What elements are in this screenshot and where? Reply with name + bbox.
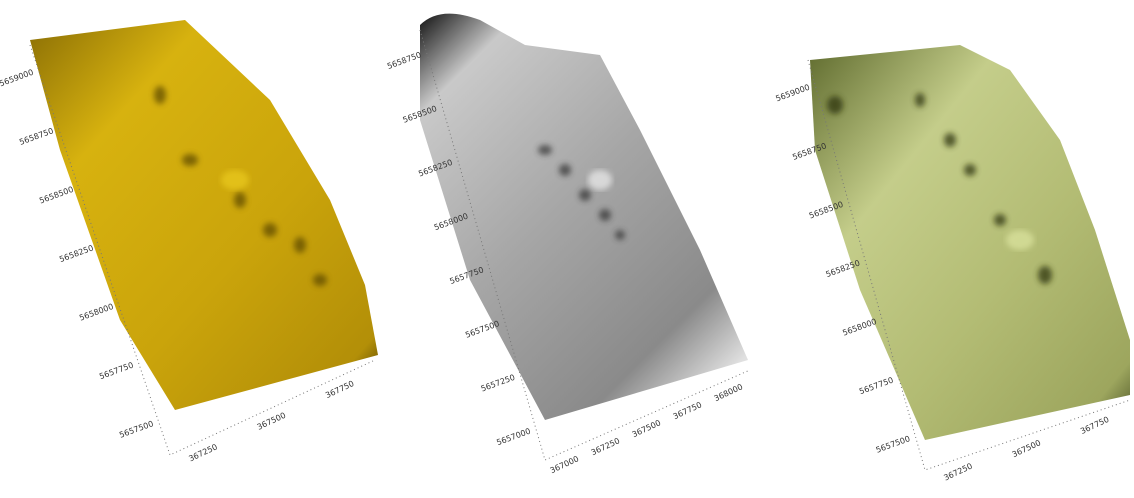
x-axis-label: 367250	[942, 462, 973, 483]
x-axis-label: 367500	[631, 418, 662, 439]
panel-olive	[810, 45, 1130, 440]
x-axis-label: 367750	[1079, 415, 1110, 436]
y-axis-label: 5657000	[495, 427, 532, 448]
y-axis-label: 5658250	[58, 243, 95, 264]
x-axis-label: 367500	[256, 411, 287, 432]
y-axis-label: 5657750	[98, 361, 135, 382]
y-axis-label: 5658000	[841, 317, 878, 338]
surface	[810, 45, 1130, 440]
x-axis-label: 367250	[187, 442, 218, 463]
x-axis-label: 367500	[1011, 438, 1042, 459]
panel-gray	[420, 14, 748, 420]
y-axis-label: 5657500	[464, 319, 501, 340]
y-axis-label: 5657500	[875, 434, 912, 455]
y-axis-label: 5658750	[386, 50, 423, 71]
y-axis-label: 5658500	[38, 185, 75, 206]
y-axis-label: 5658000	[78, 302, 115, 323]
surface	[420, 14, 748, 420]
y-axis-label: 5659000	[0, 68, 35, 89]
x-axis-label: 367000	[549, 454, 580, 475]
y-axis-label: 5657250	[480, 373, 517, 394]
y-axis-label: 5657750	[858, 376, 895, 397]
x-axis-label: 367250	[590, 436, 621, 457]
x-axis-label: 367750	[672, 400, 703, 421]
panel-yellow	[30, 20, 378, 410]
y-axis-label: 5659000	[774, 83, 811, 104]
surface	[30, 20, 378, 410]
surface-figure: 5659000 5658750 5658500 5658250 5658000 56577…	[0, 0, 1134, 498]
y-axis-label: 5658750	[18, 126, 55, 147]
x-axis-label: 368000	[713, 382, 744, 403]
y-axis-label: 5657500	[118, 419, 155, 440]
x-axis-label: 367750	[324, 379, 355, 400]
